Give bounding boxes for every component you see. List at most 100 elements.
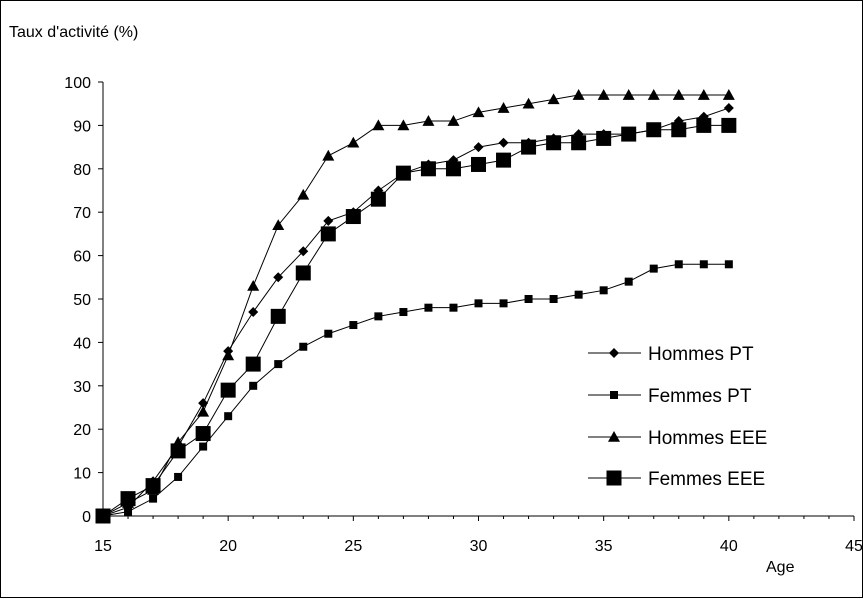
data-point — [197, 405, 210, 417]
data-point — [674, 260, 683, 269]
series-line — [102, 263, 729, 517]
data-point — [649, 264, 658, 273]
data-point — [298, 246, 309, 257]
data-point — [524, 295, 533, 303]
legend-item-femmes-pt: Femmes PT — [588, 386, 752, 407]
data-point — [624, 277, 633, 286]
data-point — [149, 494, 158, 503]
series-femmes-pt — [99, 260, 733, 520]
y-tick-label: 60 — [73, 249, 91, 266]
data-point — [324, 329, 333, 338]
data-point — [696, 117, 712, 133]
data-point — [621, 126, 637, 142]
data-point — [445, 161, 461, 177]
data-point — [447, 115, 460, 126]
data-point — [496, 152, 512, 168]
data-point — [174, 472, 183, 481]
x-tick-label: 35 — [595, 538, 613, 555]
y-tick-label: 70 — [73, 205, 91, 222]
data-point — [497, 102, 510, 113]
data-point — [374, 312, 383, 321]
legend-marker — [606, 470, 622, 486]
data-point — [297, 188, 310, 200]
y-tick-label: 100 — [64, 75, 91, 92]
data-point — [546, 135, 562, 151]
data-point — [349, 321, 358, 330]
data-point — [224, 412, 233, 421]
data-point — [420, 161, 436, 177]
data-point — [370, 191, 386, 207]
data-point — [697, 89, 710, 100]
data-point — [549, 295, 558, 303]
data-point — [646, 122, 662, 138]
x-tick-label: 40 — [720, 538, 738, 555]
y-tick-label: 10 — [73, 466, 91, 483]
data-point — [295, 265, 311, 281]
data-point — [124, 507, 133, 516]
y-tick-label: 20 — [73, 422, 91, 439]
x-tick-label: 15 — [94, 538, 112, 555]
data-point — [522, 97, 535, 109]
y-tick-label: 30 — [73, 379, 91, 396]
data-point — [647, 89, 660, 100]
data-point — [245, 356, 261, 372]
data-point — [320, 226, 336, 242]
data-point — [498, 137, 509, 148]
data-point — [472, 106, 485, 118]
data-point — [345, 209, 361, 225]
legend-label: Hommes EEE — [648, 428, 767, 449]
data-point — [599, 286, 608, 295]
legend-label: Femmes EEE — [648, 469, 765, 490]
data-point — [721, 117, 737, 133]
data-point — [722, 89, 735, 100]
data-point — [474, 299, 483, 308]
legend-label: Femmes PT — [648, 386, 752, 407]
data-point — [422, 115, 435, 126]
y-tick-label: 90 — [73, 118, 91, 135]
series-line — [102, 94, 729, 517]
y-tick-label: 50 — [73, 292, 91, 309]
y-tick-label: 40 — [73, 335, 91, 352]
legend-item-femmes-eee: Femmes EEE — [588, 469, 765, 490]
x-tick-label: 30 — [470, 538, 488, 555]
data-point — [699, 260, 708, 269]
legend: Hommes PT Femmes PT Hommes EEE Femmes EEE — [588, 344, 767, 490]
data-point — [424, 303, 433, 312]
data-point — [397, 119, 410, 131]
data-point — [195, 426, 211, 442]
data-point — [199, 442, 208, 451]
data-point — [270, 308, 286, 324]
data-point — [247, 279, 260, 291]
data-point — [274, 360, 283, 369]
data-point — [723, 103, 734, 114]
y-axis-label: Taux d'activité (%) — [9, 24, 138, 41]
legend-label: Hommes PT — [648, 344, 754, 365]
data-point — [395, 165, 411, 181]
data-point — [299, 342, 308, 351]
y-tick-label: 0 — [82, 509, 91, 526]
data-point — [249, 381, 258, 390]
legend-marker — [609, 348, 619, 358]
data-point — [499, 299, 508, 308]
data-point — [471, 156, 486, 172]
data-point — [672, 89, 685, 100]
x-axis-label: Age — [766, 559, 795, 576]
data-point — [571, 135, 587, 151]
data-point — [272, 219, 285, 231]
legend-item-hommes-eee: Hommes EEE — [588, 428, 767, 449]
data-point — [521, 139, 537, 155]
data-point — [145, 478, 161, 494]
data-point — [170, 443, 186, 459]
legend-marker — [610, 391, 618, 399]
series-group — [95, 89, 737, 524]
data-point — [671, 122, 687, 138]
data-point — [95, 508, 111, 524]
x-tick-label: 20 — [219, 538, 237, 555]
data-point — [222, 349, 235, 361]
data-point — [449, 303, 458, 312]
x-tick-label: 45 — [845, 538, 863, 555]
data-point — [347, 136, 360, 148]
axes: 0 10 20 30 40 50 60 70 80 90 100 15 20 25 30 35 40 45 — [64, 75, 863, 555]
